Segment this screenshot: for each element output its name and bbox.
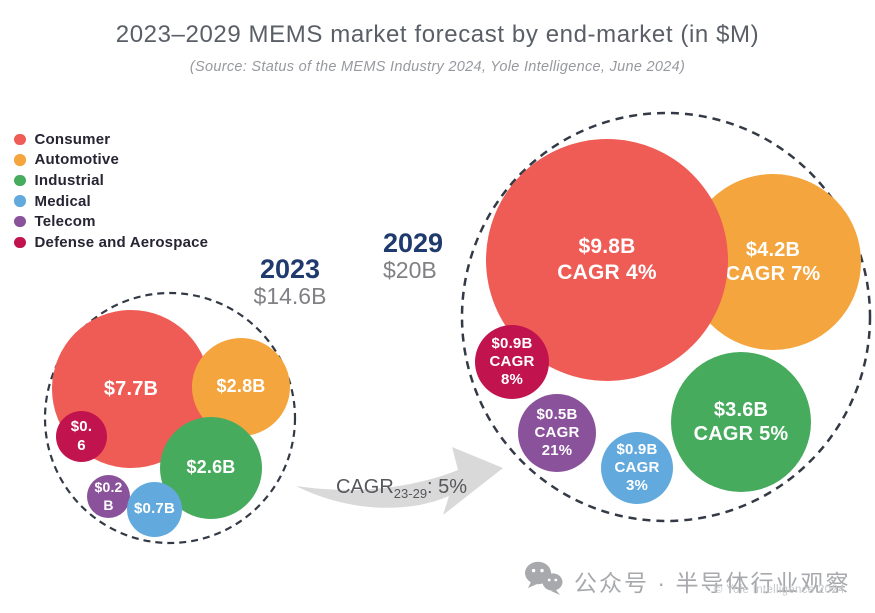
bubble-cagr: CAGR xyxy=(534,423,580,441)
cluster-2029-total: $20B xyxy=(383,257,437,283)
legend-label: Industrial xyxy=(34,171,105,189)
legend-item-consumer: Consumer xyxy=(14,129,208,150)
wechat-watermark: 公众号 · 半导体行业观察 xyxy=(524,560,850,598)
legend: Consumer Automotive Industrial Medical T… xyxy=(14,129,208,253)
bubble-cagr: CAGR xyxy=(489,352,535,370)
cagr-period: 23-29 xyxy=(393,486,428,501)
cluster-2023-total: $14.6B xyxy=(253,283,327,309)
defense-dot-icon xyxy=(14,236,26,249)
cluster-2029-label: 2029 $20B xyxy=(383,228,444,284)
legend-label: Telecom xyxy=(34,213,96,231)
legend-label: Automotive xyxy=(34,151,119,169)
bubble-cagr: 8% xyxy=(500,371,524,389)
cluster-2029-year: 2029 xyxy=(383,228,444,258)
bubble-cagr: 3% xyxy=(625,477,649,495)
cluster-2023-label: 2023 $14.6B xyxy=(238,254,342,310)
bubble-value: B xyxy=(103,496,114,513)
cluster-2023-ring xyxy=(43,291,297,545)
bubble-value: $0. xyxy=(70,418,93,436)
wechat-icon xyxy=(525,561,563,595)
bubble-value: $4.2B xyxy=(745,238,801,261)
bubble-2023-medical: $0.7B xyxy=(127,482,182,537)
bubble-value: $0.5B xyxy=(536,405,578,423)
legend-label: Medical xyxy=(34,192,91,210)
bubble-cagr: CAGR xyxy=(614,458,660,476)
bubble-2023-defense: $0. 6 xyxy=(56,411,107,462)
legend-item-automotive: Automotive xyxy=(14,150,208,171)
bubble-value: $0.2 xyxy=(94,479,123,496)
bubble-value: $0.7B xyxy=(133,500,176,518)
industrial-dot-icon xyxy=(14,174,26,187)
cluster-2029-ring xyxy=(460,111,872,523)
bubble-cagr: CAGR 4% xyxy=(557,261,657,284)
bubble-value: $9.8B xyxy=(578,235,636,259)
medical-dot-icon xyxy=(14,195,26,207)
legend-item-medical: Medical xyxy=(14,191,208,212)
bubble-cagr: 21% xyxy=(541,442,573,460)
bubble-2023-automotive: $2.8B xyxy=(192,338,290,436)
growth-arrow xyxy=(296,447,503,515)
bubble-value: $2.8B xyxy=(216,376,266,397)
legend-item-industrial: Industrial xyxy=(14,170,208,191)
bubble-value: $7.7B xyxy=(103,377,159,400)
bubble-2029-telecom: $0.5B CAGR 21% xyxy=(518,394,596,472)
bubble-value: $2.6B xyxy=(186,457,236,478)
cluster-2023-year: 2023 xyxy=(259,254,321,284)
bubble-2023-telecom: $0.2 B xyxy=(87,475,130,518)
bubble-cagr: CAGR 7% xyxy=(725,263,821,285)
bubble-2029-industrial: $3.6B CAGR 5% xyxy=(671,352,811,492)
cagr-value: : 5% xyxy=(427,476,468,498)
bubble-value: $3.6B xyxy=(713,398,769,421)
bubble-cagr: CAGR 5% xyxy=(693,423,789,445)
cagr-metric: CAGR xyxy=(336,476,394,498)
page-subtitle: (Source: Status of the MEMS Industry 202… xyxy=(189,59,686,75)
telecom-dot-icon xyxy=(14,215,26,228)
legend-item-telecom: Telecom xyxy=(14,211,208,232)
page-title: 2023–2029 MEMS market forecast by end-ma… xyxy=(115,21,760,48)
legend-item-defense: Defense and Aerospace xyxy=(14,232,208,253)
copyright-text: © Yole Intelligence 2024 xyxy=(714,584,845,596)
automotive-dot-icon xyxy=(14,154,26,166)
bubble-value: $0.9B xyxy=(616,440,658,458)
legend-label: Consumer xyxy=(34,130,111,148)
wechat-account-text: 公众号 · 半导体行业观察 xyxy=(574,570,851,596)
bubble-2029-medical: $0.9B CAGR 3% xyxy=(601,432,673,504)
bubble-value: $0.9B xyxy=(491,334,533,352)
overall-cagr-label: CAGR23-29: 5% xyxy=(336,476,467,501)
consumer-dot-icon xyxy=(14,133,26,146)
legend-label: Defense and Aerospace xyxy=(34,233,209,251)
bubble-2029-defense: $0.9B CAGR 8% xyxy=(475,325,549,399)
bubble-value: 6 xyxy=(77,436,86,454)
